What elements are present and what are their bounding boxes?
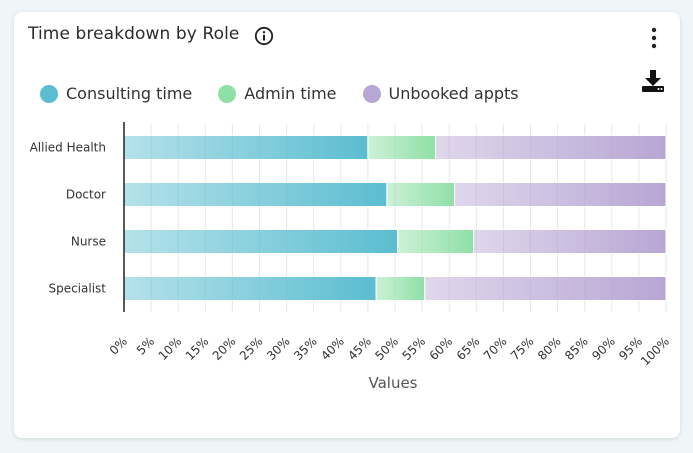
x-tick-label: 55% (399, 334, 428, 363)
x-tick-label: 35% (291, 334, 320, 363)
x-tick-label: 10% (156, 334, 185, 363)
category-label: Nurse (71, 235, 106, 249)
x-tick-label: 50% (372, 334, 401, 363)
bar-specialist-unbooked-appts[interactable] (424, 276, 667, 301)
x-tick-label: 30% (264, 334, 293, 363)
bar-doctor-consulting-time[interactable] (123, 182, 388, 207)
legend-swatch-admin (218, 84, 237, 103)
x-tick-label: 80% (535, 334, 564, 363)
bar-allied-health-consulting-time[interactable] (123, 135, 369, 160)
category-label: Doctor (66, 188, 106, 202)
legend-label-unbooked: Unbooked appts (388, 84, 519, 103)
bar-specialist-admin-time[interactable] (375, 276, 426, 301)
x-tick-label: 85% (562, 334, 591, 363)
x-tick-label: 75% (508, 334, 537, 363)
x-tick-label: 25% (237, 334, 266, 363)
category-label: Allied Health (30, 141, 106, 155)
bar-allied-health-admin-time[interactable] (367, 135, 437, 160)
chart-card: Time breakdown by Role Consulting time A… (14, 12, 680, 438)
x-tick-label: 90% (589, 334, 618, 363)
bar-allied-health-unbooked-appts[interactable] (435, 135, 667, 160)
x-tick-label: 65% (454, 334, 483, 363)
bar-doctor-admin-time[interactable] (386, 182, 456, 207)
download-icon[interactable] (640, 68, 666, 94)
x-tick-label: 100% (638, 334, 672, 368)
legend-item-admin[interactable]: Admin time (218, 84, 337, 103)
legend-swatch-consulting (40, 84, 58, 103)
info-icon[interactable] (254, 26, 274, 46)
bar-nurse-admin-time[interactable] (397, 229, 475, 254)
bar-specialist-consulting-time[interactable] (123, 276, 377, 301)
x-tick-label: 45% (345, 334, 374, 363)
x-tick-label: 5% (134, 334, 157, 357)
x-tick-label: 0% (107, 334, 130, 357)
x-tick-label: 20% (210, 334, 239, 363)
legend-item-unbooked[interactable]: Unbooked appts (362, 84, 519, 103)
bar-doctor-unbooked-appts[interactable] (454, 182, 667, 207)
x-tick-label: 15% (183, 334, 212, 363)
bar-nurse-consulting-time[interactable] (123, 229, 399, 254)
bar-nurse-unbooked-appts[interactable] (473, 229, 667, 254)
x-axis-title: Values (368, 374, 417, 392)
x-tick-label: 70% (481, 334, 510, 363)
legend-swatch-unbooked (362, 84, 381, 103)
x-tick-label: 40% (318, 334, 347, 363)
legend-item-consulting[interactable]: Consulting time (40, 84, 192, 103)
x-tick-label: 60% (427, 334, 456, 363)
chart-legend: Consulting time Admin time Unbooked appt… (40, 84, 519, 103)
vertical-dots-icon[interactable] (646, 26, 662, 50)
legend-label-admin: Admin time (244, 84, 337, 103)
card-title: Time breakdown by Role (28, 24, 240, 44)
category-label: Specialist (48, 282, 106, 296)
legend-label-consulting: Consulting time (66, 84, 193, 103)
